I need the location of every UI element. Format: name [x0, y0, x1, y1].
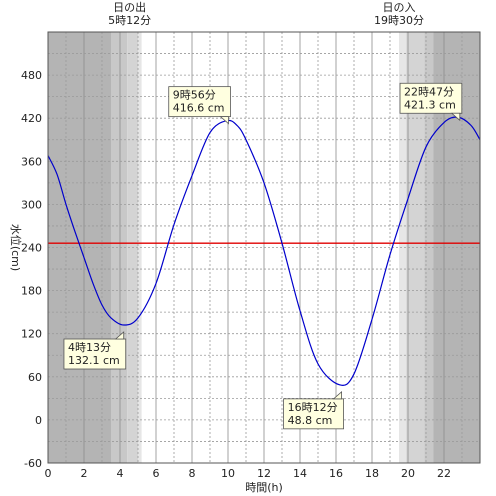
annotation-value: 421.3 cm — [404, 98, 456, 111]
y-axis-ticks: -60 0 60 120 180 240 300 360 420 480 — [21, 69, 42, 470]
y-tick-label: 120 — [21, 328, 42, 341]
annotation-time: 16時12分 — [288, 401, 338, 414]
annotation-time: 22時47分 — [404, 85, 454, 98]
annotation-time: 9時56分 — [173, 89, 216, 102]
annotation-time: 4時13分 — [68, 341, 111, 354]
y-tick-label: 480 — [21, 69, 42, 82]
annotation-value: 132.1 cm — [68, 354, 120, 367]
x-tick-label: 2 — [81, 467, 88, 480]
annotation-box — [168, 86, 231, 118]
y-tick-label: 300 — [21, 198, 42, 211]
series-line — [47, 116, 481, 386]
x-tick-label: 14 — [293, 467, 307, 480]
plot-border — [47, 31, 481, 464]
annotation-high-2: 22時47分 421.3 cm — [399, 82, 463, 122]
annotation-box — [283, 398, 345, 430]
y-tick-label: -60 — [24, 457, 42, 470]
y-tick-label: 180 — [21, 285, 42, 298]
x-tick-label: 18 — [365, 467, 379, 480]
y-tick-label: 360 — [21, 155, 42, 168]
sunrise-label: 日の出 — [113, 0, 146, 14]
sunrise-time: 5時12分 — [108, 14, 151, 27]
y-tick-label: 420 — [21, 112, 42, 125]
x-tick-label: 6 — [153, 467, 160, 480]
shade-band — [406, 32, 425, 463]
sunset-time: 19時30分 — [374, 14, 424, 27]
annotation-low-1: 4時13分 132.1 cm — [63, 331, 127, 370]
y-tick-label: 0 — [35, 414, 42, 427]
x-tick-label: 22 — [437, 467, 451, 480]
x-tick-label: 16 — [329, 467, 343, 480]
x-axis-label: 時間(h) — [245, 481, 283, 494]
x-tick-label: 8 — [189, 467, 196, 480]
annotation-pointer — [332, 390, 343, 400]
shade-band — [138, 32, 142, 463]
annotation-pointer — [219, 116, 229, 125]
annotation-value: 416.6 cm — [173, 102, 225, 115]
annotation-high-1: 9時56分 416.6 cm — [168, 86, 231, 125]
x-tick-label: 0 — [45, 467, 52, 480]
shade-band — [399, 32, 407, 463]
annotation-pointer — [114, 331, 125, 340]
annotation-low-2: 16時12分 48.8 cm — [283, 390, 345, 430]
annotation-pointer — [450, 112, 461, 122]
y-tick-label: 60 — [28, 371, 42, 384]
annotation-box — [63, 338, 127, 370]
annotation-value: 48.8 cm — [288, 414, 333, 427]
x-tick-label: 12 — [257, 467, 271, 480]
x-tick-label: 20 — [401, 467, 415, 480]
x-axis-ticks: 0 2 4 6 8 10 12 14 16 18 20 22 — [45, 467, 452, 480]
sunset-label: 日の入 — [383, 1, 416, 14]
annotation-box — [399, 82, 463, 114]
x-tick-label: 4 — [117, 467, 124, 480]
y-tick-label: 240 — [21, 242, 42, 255]
y-axis-label: 水位(cm) — [9, 224, 23, 271]
x-tick-label: 10 — [221, 467, 235, 480]
